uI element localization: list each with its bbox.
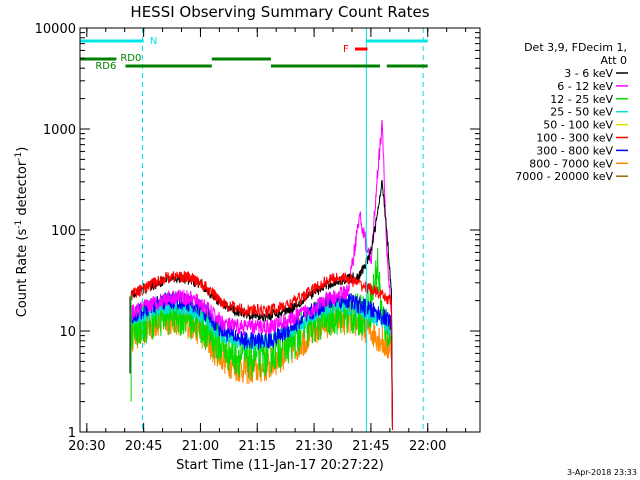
legend-entry-label: 7000 - 20000 keV <box>515 170 613 183</box>
y-axis-label-sup2: -1 <box>14 152 24 161</box>
y-tick-label: 1 <box>68 426 76 441</box>
series-cyan-line <box>130 299 393 431</box>
series-magenta-line <box>130 119 393 431</box>
x-tick-label: 20:30 <box>68 439 105 454</box>
y-tick-label: 1000 <box>43 123 76 138</box>
y-tick-label: 100 <box>51 224 76 239</box>
legend-entry-label: 300 - 800 keV <box>536 144 613 157</box>
series-red-line <box>130 270 393 431</box>
footer-timestamp: 3-Apr-2018 23:33 <box>567 468 637 477</box>
bar-label-n: N <box>150 36 157 47</box>
y-axis-label-mid: detector <box>15 160 30 220</box>
y-axis-label-main: Count Rate (s <box>15 229 30 318</box>
legend-entry-label: 3 - 6 keV <box>564 67 613 80</box>
bar-label-f: F <box>343 44 349 55</box>
x-axis-ticks: 20:30 20:45 21:00 21:15 21:30 21:45 22:00 <box>68 28 467 454</box>
y-axis-label: Count Rate (s-1 detector-1) <box>14 147 30 318</box>
x-tick-label: 21:30 <box>295 439 332 454</box>
chart-title: HESSI Observing Summary Count Rates <box>130 3 429 21</box>
x-tick-label: 21:15 <box>239 439 276 454</box>
observing-bars: N F RD0 RD6 <box>80 36 428 72</box>
plot-background <box>80 28 480 432</box>
x-tick-label: 20:45 <box>125 439 162 454</box>
y-tick-label: 10 <box>59 325 76 340</box>
plot-area <box>80 28 480 432</box>
x-tick-label: 22:00 <box>409 439 446 454</box>
legend-entry-label: 12 - 25 keV <box>550 93 613 106</box>
legend-header-line2: Att 0 <box>601 54 627 67</box>
bar-label-rd6: RD6 <box>95 61 116 72</box>
legend-entry-label: 6 - 12 keV <box>557 80 613 93</box>
legend-entry-label: 25 - 50 keV <box>550 106 613 119</box>
y-tick-label: 10000 <box>35 22 76 37</box>
y-axis-label-end: ) <box>15 147 30 152</box>
y-axis-label-sup1: -1 <box>14 220 24 229</box>
x-tick-label: 21:00 <box>182 439 219 454</box>
y-axis-ticks: 1 10 100 1000 10000 <box>35 22 480 441</box>
x-tick-label: 21:45 <box>352 439 389 454</box>
bar-label-rd0: RD0 <box>120 53 141 64</box>
legend-entry-label: 800 - 7000 keV <box>529 157 613 170</box>
legend-entry-label: 50 - 100 keV <box>543 119 613 132</box>
legend-header-line1: Det 3,9, FDecim 1, <box>524 41 627 54</box>
legend-entry-label: 100 - 300 keV <box>536 132 613 145</box>
x-axis-label: Start Time (11-Jan-17 20:27:22) <box>176 458 384 473</box>
